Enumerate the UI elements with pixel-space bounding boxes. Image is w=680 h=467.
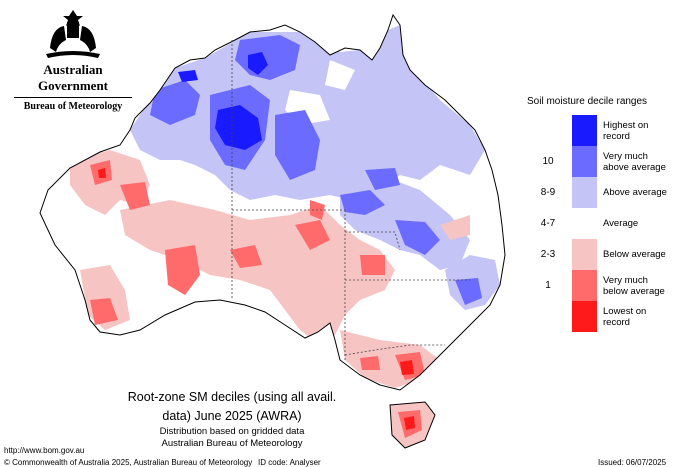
decile-label: 10 — [542, 156, 554, 167]
decile-label: 8-9 — [540, 187, 556, 198]
legend-item-above: Above average — [572, 177, 680, 208]
australian-government-logo: Australian Government Bureau of Meteorol… — [8, 8, 138, 112]
legend-swatch — [572, 301, 597, 332]
caption-source: Distribution based on gridded data — [159, 426, 305, 437]
issued-date: Issued: 06/07/2025 — [598, 458, 667, 467]
legend-swatch — [572, 208, 597, 239]
decile-label: 1 — [545, 280, 551, 291]
legend-swatch — [572, 146, 597, 177]
legend-item-average: Average — [572, 208, 680, 239]
decile-label: 4-7 — [540, 218, 556, 229]
decile-label: 2-3 — [540, 249, 556, 260]
caption-publisher: Australian Bureau of Meteorology — [161, 438, 303, 449]
website-link[interactable]: http://www.bom.gov.au — [4, 446, 85, 455]
legend-label: Average — [603, 218, 639, 229]
caption-title-line-1: Root-zone SM deciles (using all avail. — [127, 390, 337, 404]
legend-swatch — [572, 177, 597, 208]
legend-label: Below average — [603, 249, 666, 260]
legend-label: Highest on record — [603, 119, 649, 142]
legend-item-below: Below average — [572, 239, 680, 270]
logo-divider — [14, 97, 132, 98]
legend-swatch — [572, 239, 597, 270]
legend-title: Soil moisture decile ranges — [527, 96, 648, 107]
legend-item-very-much-below: Very much below average — [572, 270, 680, 301]
legend-item-lowest: Lowest on record — [572, 301, 680, 332]
id-code: ID code: Analyser — [258, 458, 321, 467]
legend-swatch — [572, 115, 597, 146]
legend-swatch — [572, 270, 597, 301]
coat-of-arms-icon — [46, 10, 100, 58]
legend-label: Very much below average — [603, 274, 665, 297]
map-caption: Root-zone SM deciles (using all avail. d… — [112, 388, 352, 450]
government-title: Australian Government — [37, 62, 109, 93]
legend-item-very-much-above: Very much above average — [572, 146, 680, 177]
caption-title-line-2: data) June 2025 (AWRA) — [162, 409, 302, 423]
copyright-text: © Commonwealth of Australia 2025, Austra… — [4, 458, 253, 467]
legend-label: Very much above average — [603, 150, 666, 173]
legend-label: Above average — [603, 187, 667, 198]
legend-item-highest: Highest on record — [572, 115, 680, 146]
bureau-title: Bureau of Meteorology — [23, 101, 123, 112]
legend-label: Lowest on record — [603, 305, 647, 328]
